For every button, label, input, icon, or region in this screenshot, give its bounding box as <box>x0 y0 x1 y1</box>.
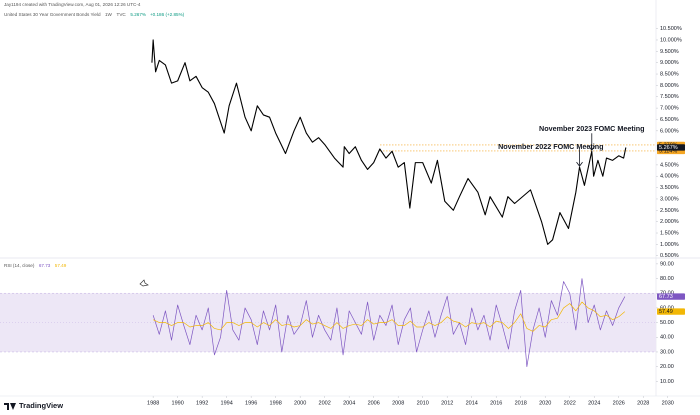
x-tick-label: 2006 <box>368 400 380 406</box>
rsi-legend-ma: 57.49 <box>55 263 67 268</box>
x-tick-label: 2018 <box>515 400 527 406</box>
brand: TradingView <box>19 401 63 410</box>
y-tick-label: 8.500% <box>660 71 679 77</box>
x-tick-label: 1996 <box>245 400 257 406</box>
x-tick-label: 2022 <box>564 400 576 406</box>
y-tick-label: 10.00 <box>660 379 674 385</box>
y-tick-label: 0.500% <box>660 253 679 259</box>
y-tick-label: 1.000% <box>660 242 679 248</box>
y-tick-label: 2.000% <box>660 219 679 225</box>
y-tick-label: 50.00 <box>660 320 674 326</box>
price-tag-label: 5.267% <box>659 145 678 151</box>
x-tick-label: 2010 <box>417 400 429 406</box>
symbol-title: United States 30 Year Government Bonds Y… <box>4 12 101 17</box>
x-tick-label: 2028 <box>637 400 649 406</box>
y-tick-label: 6.500% <box>660 117 679 123</box>
symbol-last: 5.267% <box>130 12 146 17</box>
y-tick-label: 90.00 <box>660 261 674 267</box>
y-tick-label: 6.000% <box>660 128 679 134</box>
y-tick-label: 7.500% <box>660 94 679 100</box>
x-tick-label: 1990 <box>172 400 184 406</box>
x-tick-label: 1988 <box>147 400 159 406</box>
x-tick-label: 2020 <box>539 400 551 406</box>
y-tick-label: 9.500% <box>660 49 679 55</box>
series-line <box>152 301 626 332</box>
y-tick-label: 20.00 <box>660 364 674 370</box>
series-line <box>152 278 626 367</box>
y-tick-label: 3.500% <box>660 185 679 191</box>
symbol-change: +0.186 (+2.85%) <box>150 12 185 17</box>
price-tag <box>657 144 685 151</box>
annotation-arrowhead <box>588 146 596 151</box>
price-tag-label: 5.114% <box>659 148 677 154</box>
y-tick-label: 60.00 <box>660 305 674 311</box>
annotation-arrowhead <box>576 161 583 167</box>
x-tick-label: 1998 <box>270 400 282 406</box>
price-tag-label: 67.73 <box>659 294 673 300</box>
symbol-source: TVC <box>117 12 127 17</box>
x-tick-label: 2012 <box>441 400 453 406</box>
symbol-interval: 1W <box>105 12 113 17</box>
price-tag <box>657 308 685 315</box>
cursor-icon <box>139 279 149 287</box>
attribution: Jay1194 created with TradingView.com, Au… <box>4 2 141 7</box>
series-line <box>151 39 627 245</box>
y-tick-label: 10.000% <box>660 37 682 43</box>
rsi-band <box>0 293 656 352</box>
y-tick-label: 80.00 <box>660 276 674 282</box>
x-tick-label: 2008 <box>392 400 404 406</box>
y-tick-label: 8.000% <box>660 83 679 89</box>
x-tick-label: 2014 <box>466 400 478 406</box>
y-tick-label: 9.000% <box>660 60 679 66</box>
x-tick-label: 1992 <box>196 400 208 406</box>
annotation: November 2022 FOMC Meeting <box>498 142 603 151</box>
y-tick-label: 4.500% <box>660 162 679 168</box>
rsi-legend-value: 67.73 <box>39 263 51 268</box>
x-tick-label: 2016 <box>490 400 502 406</box>
x-tick-label: 2000 <box>294 400 306 406</box>
price-tag <box>657 293 685 300</box>
x-tick-label: 2030 <box>662 400 674 406</box>
annotation: November 2023 FOMC Meeting <box>539 124 644 133</box>
x-tick-label: 1994 <box>221 400 233 406</box>
rsi-legend: RSI (14, close) <box>4 263 35 268</box>
y-tick-label: 40.00 <box>660 335 674 341</box>
y-tick-label: 10.500% <box>660 26 682 32</box>
y-tick-label: 4.000% <box>660 174 679 180</box>
y-tick-label: 30.00 <box>660 349 674 355</box>
x-tick-label: 2002 <box>319 400 331 406</box>
x-tick-label: 2024 <box>588 400 600 406</box>
y-tick-label: 2.500% <box>660 208 679 214</box>
x-tick-label: 2004 <box>343 400 355 406</box>
y-tick-label: 3.000% <box>660 196 679 202</box>
logo <box>4 403 16 410</box>
x-tick-label: 2026 <box>613 400 625 406</box>
price-tag-label: 57.49 <box>659 309 673 315</box>
y-tick-label: 7.000% <box>660 106 679 112</box>
y-tick-label: 1.500% <box>660 230 679 236</box>
